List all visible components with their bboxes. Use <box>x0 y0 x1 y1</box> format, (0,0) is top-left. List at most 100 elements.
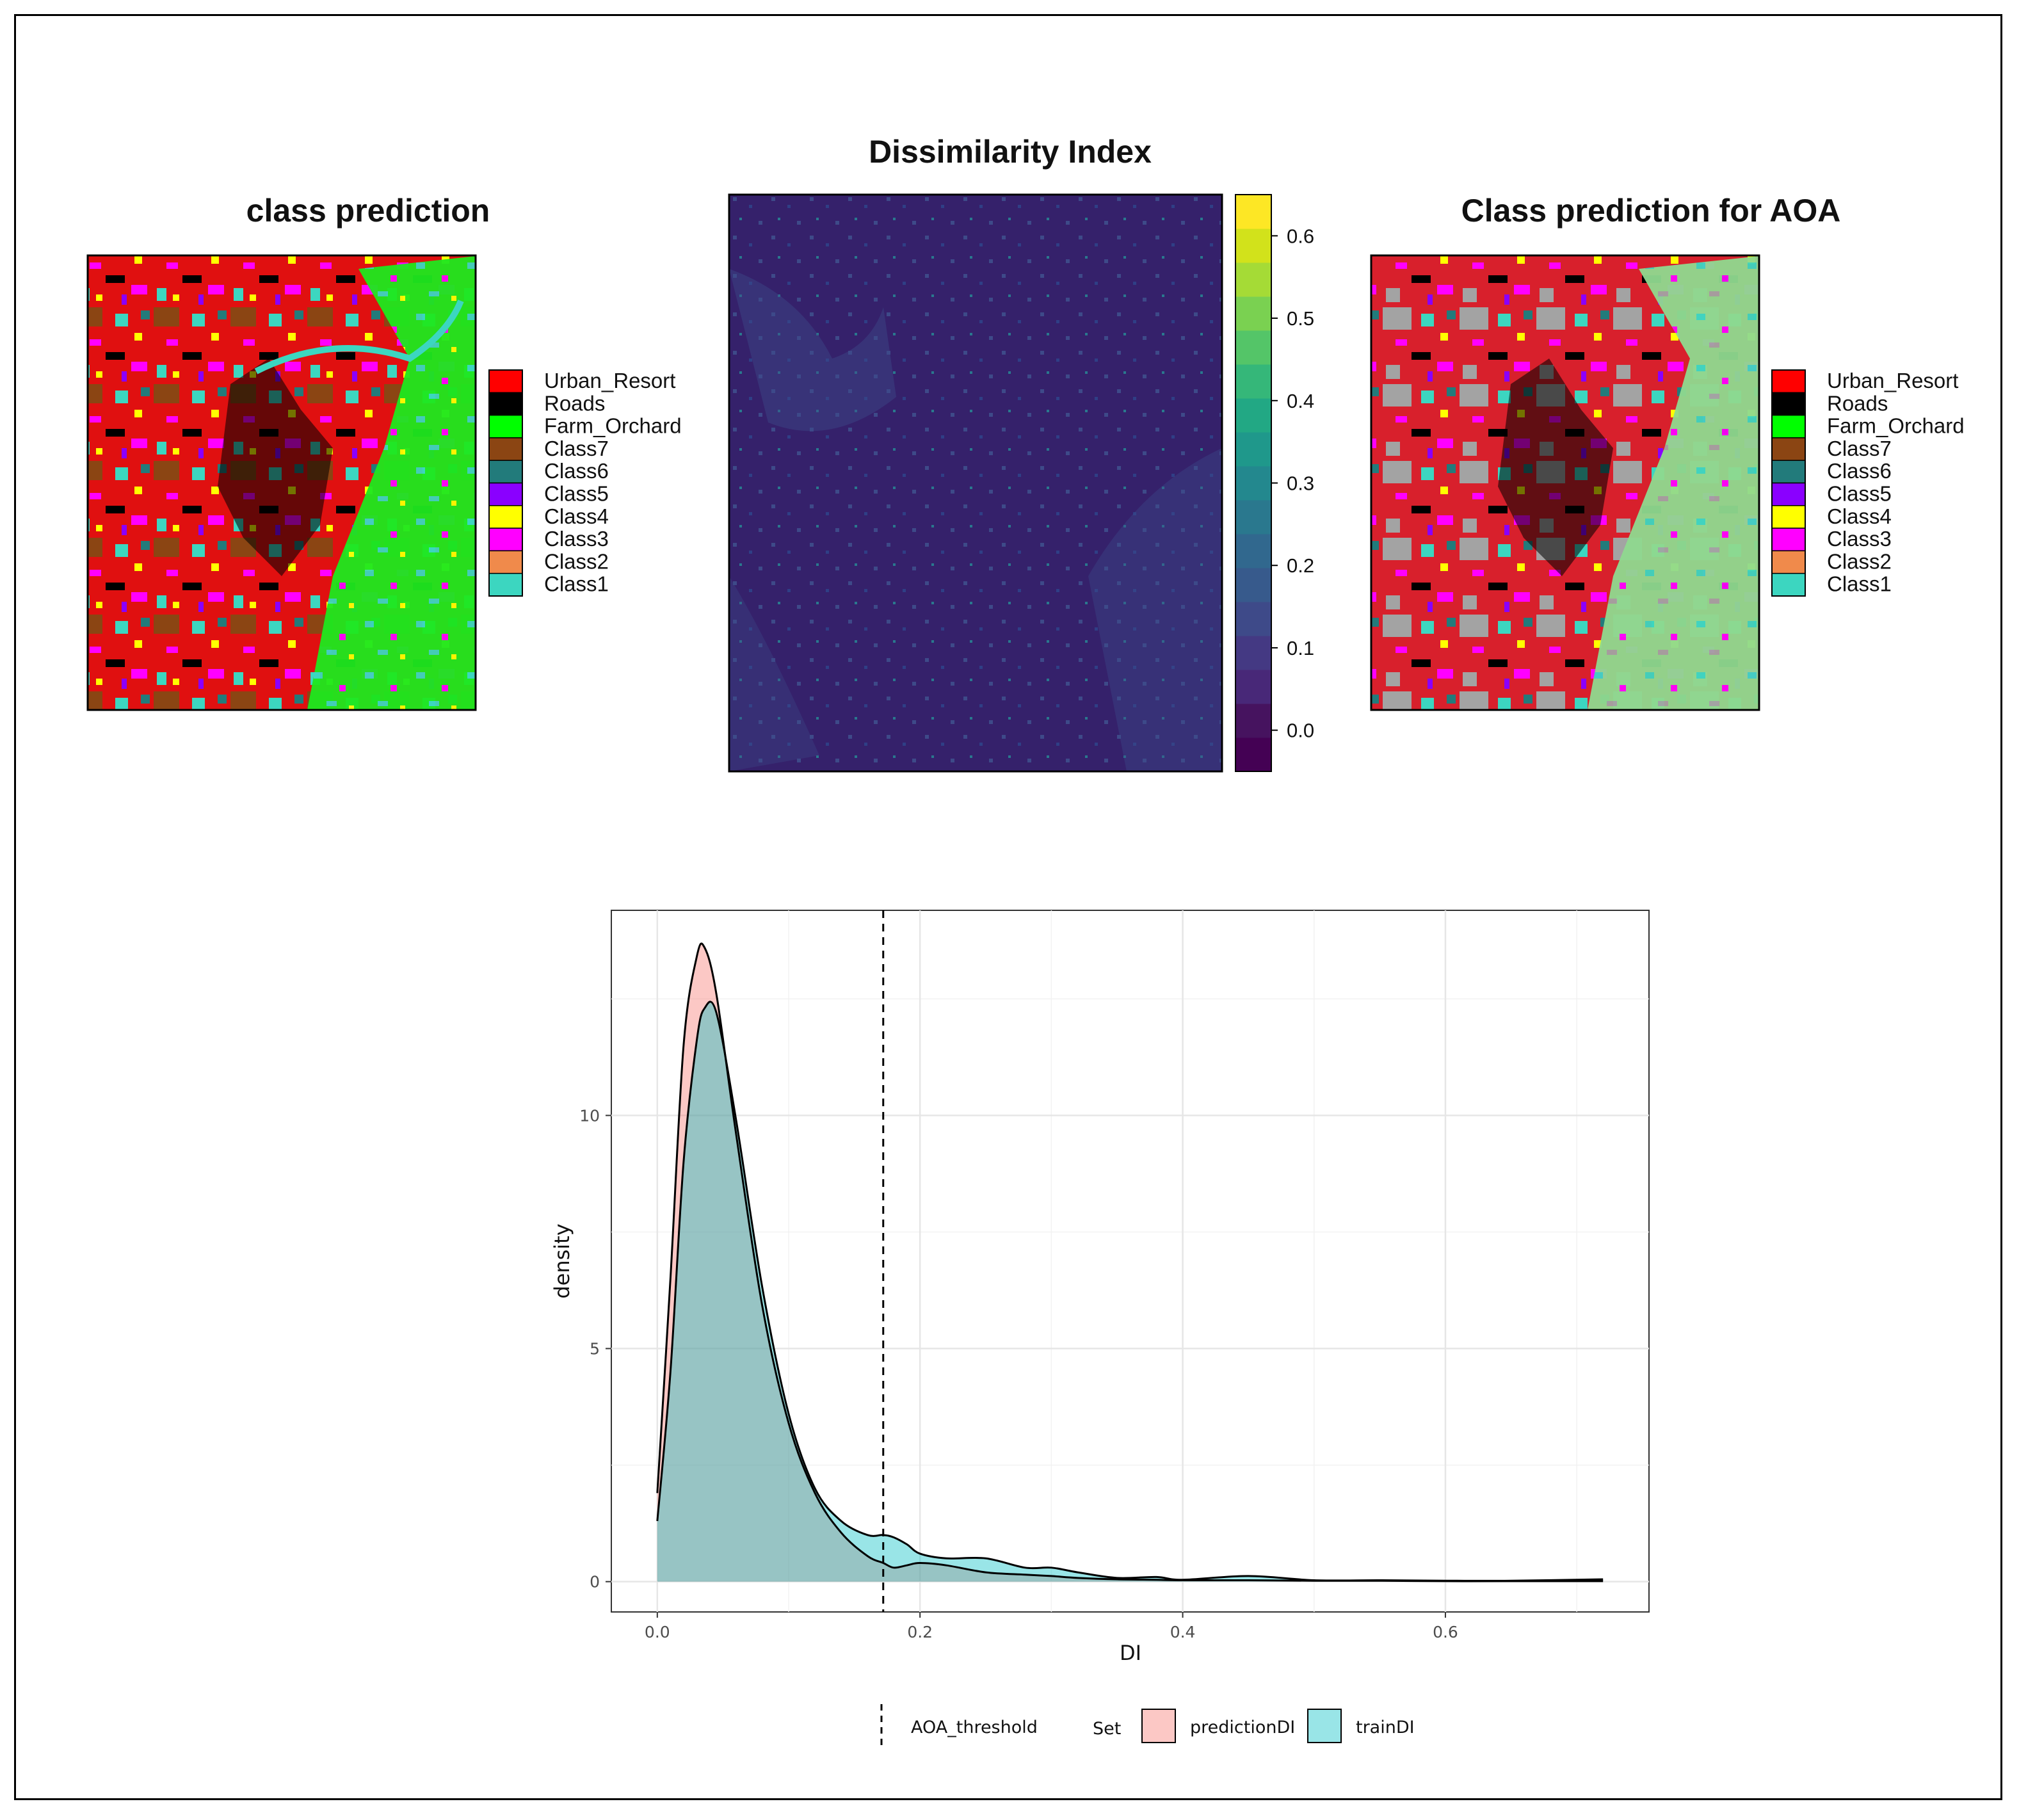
class-legend-left: Urban_ResortRoadsFarm_OrchardClass7Class… <box>488 369 682 597</box>
colorbar-segment <box>1235 296 1271 331</box>
colorbar-tick-label: 0.0 <box>1287 720 1314 742</box>
legend-swatch-class7 <box>488 437 523 461</box>
train-di-curve <box>656 1001 1604 1582</box>
legend-label-roads: Roads <box>544 391 605 415</box>
legend-label-class2: Class2 <box>1827 549 1892 573</box>
colorbar-segment <box>1235 737 1271 772</box>
class-prediction-panel: class prediction Urban_ResortRoadsFarm_O… <box>86 193 682 711</box>
legend-label-class5: Class5 <box>544 482 609 506</box>
legend-swatch-class5 <box>1771 482 1806 506</box>
colorbar-segment <box>1235 704 1271 738</box>
legend-swatch-roads <box>1771 392 1806 416</box>
y-tick-label: 0 <box>590 1573 600 1591</box>
prediction-di-area <box>657 943 1604 1582</box>
colorbar-segment <box>1235 500 1271 535</box>
legend-label-class7: Class7 <box>544 437 609 460</box>
y-axis-title: density <box>550 1223 574 1298</box>
legend-title: Set <box>1093 1719 1121 1739</box>
colorbar-segment <box>1235 602 1271 636</box>
legend-label-class1: Class1 <box>544 572 609 596</box>
colorbar-segment <box>1235 670 1271 704</box>
chart-legend: AOA_threshold Set predictionDI trainDI <box>880 1704 1415 1749</box>
colorbar-tick-label: 0.6 <box>1287 225 1314 247</box>
legend-swatch-class6 <box>1771 460 1806 484</box>
aoa-panel: Class prediction for AOA Urban_ResortRoa… <box>1370 193 1965 711</box>
legend-swatch-class2 <box>1771 550 1806 574</box>
legend-label-class2: Class2 <box>544 549 609 573</box>
legend-train-label: trainDI <box>1356 1718 1415 1737</box>
figure-frame <box>14 14 2002 1800</box>
legend-border <box>1771 369 1806 597</box>
legend-label-class7: Class7 <box>1827 437 1892 460</box>
train-di-area <box>657 1001 1604 1582</box>
legend-label-class5: Class5 <box>1827 482 1892 506</box>
legend-label-class6: Class6 <box>544 459 609 483</box>
prediction-di-curve <box>656 942 1604 1582</box>
colorbar-tick-label: 0.1 <box>1287 637 1314 659</box>
plot-panel <box>611 910 1650 1613</box>
colorbar-tick-label: 0.5 <box>1287 307 1314 330</box>
legend-threshold-label: AOA_threshold <box>911 1718 1038 1737</box>
legend-prediction-key <box>1141 1709 1176 1743</box>
colorbar-segment <box>1235 330 1271 365</box>
legend-swatch-class5 <box>488 482 523 506</box>
colorbar-tick-label: 0.4 <box>1287 390 1314 412</box>
legend-label-class6: Class6 <box>1827 459 1892 483</box>
x-axis-ticks: 0.0 0.2 0.4 0.6 <box>645 1612 1458 1641</box>
colorbar-tick-label: 0.2 <box>1287 554 1314 577</box>
y-tick-label: 5 <box>590 1340 600 1358</box>
legend-label-class4: Class4 <box>544 504 609 528</box>
x-tick-label: 0.0 <box>645 1623 670 1641</box>
colorbar-segment <box>1235 466 1271 501</box>
aoa-title: Class prediction for AOA <box>1461 193 1841 229</box>
dissimilarity-panel: Dissimilarity Index 0.00.10.20.30.40.50.… <box>728 134 1314 773</box>
x-tick-label: 0.6 <box>1433 1623 1458 1641</box>
legend-label-farm_orchard: Farm_Orchard <box>544 414 682 438</box>
legend-label-urban_resort: Urban_Resort <box>544 369 675 392</box>
colorbar-segment <box>1235 636 1271 670</box>
legend-prediction-label: predictionDI <box>1190 1718 1295 1737</box>
grid <box>611 910 1649 1612</box>
colorbar: 0.0 0.1 0.2 0.3 0.4 0.5 0.6 <box>1235 194 1314 772</box>
legend-swatch-class6 <box>488 460 523 484</box>
x-axis-title: DI <box>1120 1641 1141 1665</box>
legend-swatch-urban_resort <box>488 369 523 394</box>
legend-label-class3: Class3 <box>1827 527 1892 551</box>
colorbar-tick-label: 0.3 <box>1287 472 1314 495</box>
x-tick-label: 0.4 <box>1170 1623 1196 1641</box>
legend-swatch-class4 <box>1771 505 1806 529</box>
colorbar-segment <box>1235 195 1271 229</box>
legend-swatch-urban_resort <box>1771 369 1806 394</box>
y-tick-label: 10 <box>579 1106 600 1125</box>
legend-label-roads: Roads <box>1827 391 1888 415</box>
density-lines <box>656 942 1604 1582</box>
density-areas <box>657 943 1604 1582</box>
class-legend-right: Urban_ResortRoadsFarm_OrchardClass7Class… <box>1771 369 1965 597</box>
colorbar-segment <box>1235 364 1271 399</box>
legend-swatch-farm_orchard <box>488 414 523 439</box>
legend-swatch-class3 <box>488 527 523 552</box>
legend-train-key <box>1307 1709 1342 1743</box>
legend-label-class4: Class4 <box>1827 504 1892 528</box>
colorbar-segment <box>1235 262 1271 297</box>
legend-label-class3: Class3 <box>544 527 609 551</box>
density-chart: 0.0 0.2 0.4 0.6 0 5 10 DI density AOA_thresho… <box>550 910 1650 1749</box>
legend-swatch-class4 <box>488 505 523 529</box>
colorbar-segment <box>1235 432 1271 467</box>
dissimilarity-map <box>728 193 1223 773</box>
class-prediction-map <box>86 254 477 711</box>
legend-swatch-class7 <box>1771 437 1806 461</box>
colorbar-segment <box>1235 568 1271 602</box>
legend-label-farm_orchard: Farm_Orchard <box>1827 414 1965 438</box>
legend-swatch-class3 <box>1771 527 1806 552</box>
class-prediction-title: class prediction <box>246 193 490 229</box>
legend-label-class1: Class1 <box>1827 572 1892 596</box>
colorbar-segment <box>1235 398 1271 433</box>
colorbar-segment <box>1235 229 1271 263</box>
dissimilarity-title: Dissimilarity Index <box>869 134 1152 170</box>
legend-swatch-class1 <box>488 572 523 597</box>
legend-swatch-class2 <box>488 550 523 574</box>
y-axis-ticks: 0 5 10 <box>579 1106 611 1591</box>
legend-label-urban_resort: Urban_Resort <box>1827 369 1958 392</box>
